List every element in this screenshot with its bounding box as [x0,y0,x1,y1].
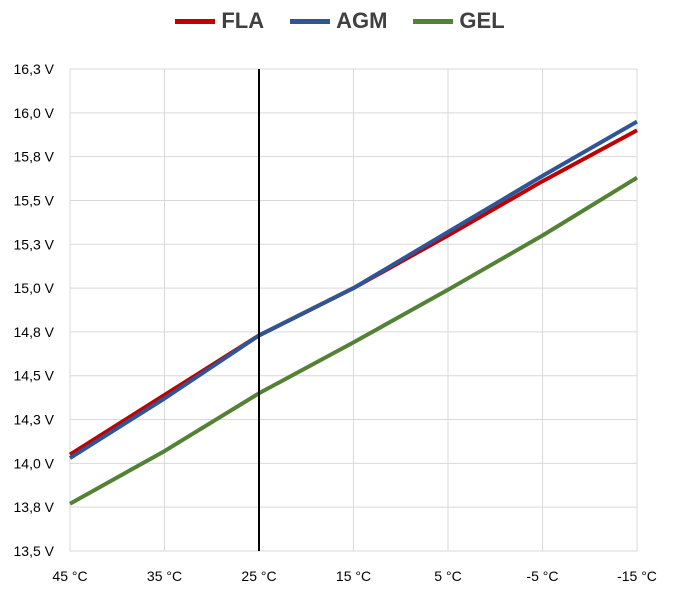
x-tick-label: 45 °C [52,568,87,584]
legend: FLA AGM GEL [0,8,680,34]
series-line-agm [68,119,638,460]
legend-label-fla: FLA [221,8,265,33]
legend-swatch-gel [413,18,454,24]
y-tick-label: 13,5 V [14,543,55,559]
y-tick-label: 15,3 V [14,236,55,252]
y-tick-label: 15,0 V [14,280,55,296]
y-tick-label: 16,0 V [14,105,55,121]
legend-item-gel: GEL [413,8,505,34]
x-tick-label: 35 °C [147,568,182,584]
y-tick-label: 16,3 V [14,61,55,77]
y-tick-label: 14,3 V [14,412,55,428]
x-tick-label: -15 °C [617,568,657,584]
y-tick-label: 13,8 V [14,499,55,515]
legend-swatch-agm [290,18,331,24]
y-tick-label: 15,5 V [14,192,55,208]
legend-label-agm: AGM [336,8,388,33]
y-tick-label: 14,5 V [14,368,55,384]
y-tick-label: 14,0 V [14,455,55,471]
x-tick-label: 25 °C [241,568,276,584]
legend-item-agm: AGM [290,8,387,34]
x-tick-label: 15 °C [336,568,371,584]
x-tick-label: 5 °C [434,568,461,584]
y-tick-label: 14,8 V [14,324,55,340]
legend-label-gel: GEL [459,8,505,33]
series-line-gel [69,175,639,506]
x-tick-label: -5 °C [526,568,558,584]
legend-item-fla: FLA [175,8,264,34]
y-tick-label: 15,8 V [14,149,55,165]
legend-swatch-fla [175,18,216,24]
